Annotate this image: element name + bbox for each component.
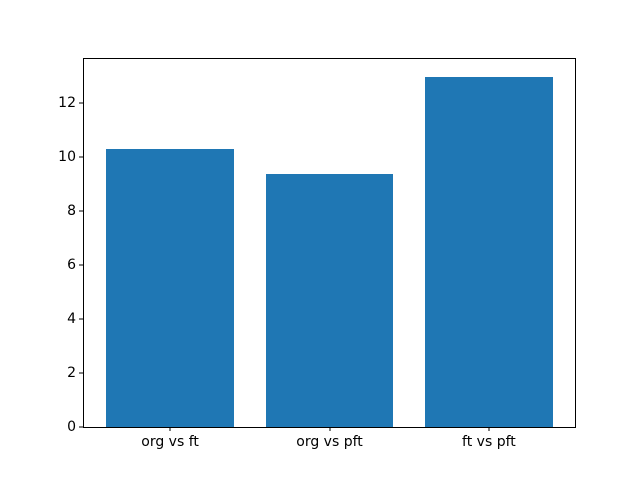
y-tick-label: 0 xyxy=(67,419,76,435)
bar-org-vs-pft xyxy=(265,173,394,427)
y-tick-label: 2 xyxy=(67,365,76,382)
x-tick-label: org vs ft xyxy=(141,434,199,450)
x-tick-mark xyxy=(488,427,490,431)
y-tick-mark xyxy=(79,102,83,104)
y-tick-label: 8 xyxy=(67,203,76,220)
y-tick-mark xyxy=(79,210,83,212)
x-tick-label: org vs pft xyxy=(296,434,363,450)
y-tick-label: 4 xyxy=(67,311,76,328)
plot-area: 0 2 4 6 8 10 12 org vs ft org vs pft ft vs pft xyxy=(58,58,576,449)
y-tick-mark xyxy=(79,372,83,374)
y-tick-label: 6 xyxy=(67,257,76,274)
y-tick-mark xyxy=(79,156,83,158)
y-tick-mark xyxy=(79,318,83,320)
x-tick-mark xyxy=(329,427,330,431)
bar-org-vs-ft xyxy=(106,149,234,427)
bar-ft-vs-pft xyxy=(425,76,553,427)
x-tick-mark xyxy=(169,427,171,431)
y-tick-label: 12 xyxy=(58,95,76,112)
y-tick-mark xyxy=(79,426,83,428)
x-tick-label: ft vs pft xyxy=(462,434,516,450)
y-tick-label: 10 xyxy=(58,149,76,166)
y-tick-mark xyxy=(79,264,83,266)
